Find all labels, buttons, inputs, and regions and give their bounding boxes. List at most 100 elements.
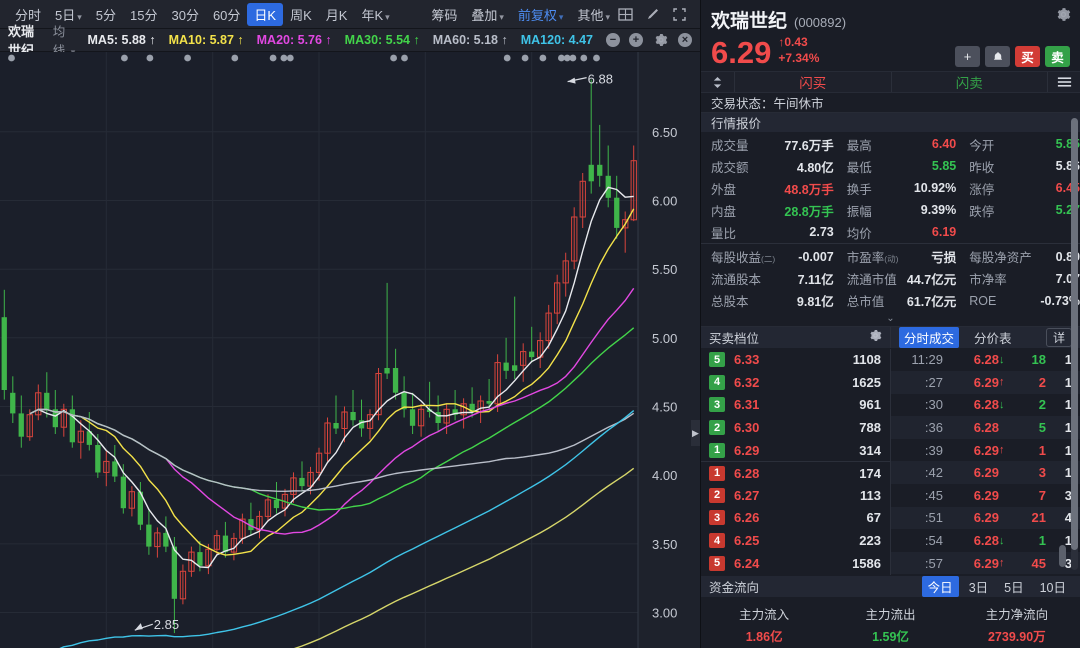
flash-sell-button[interactable]: 闪卖 (892, 72, 1048, 92)
quote-label: 均价 (846, 226, 872, 241)
orderbook-gear-icon[interactable] (869, 329, 882, 345)
quote-label: 昨收 (969, 160, 995, 175)
tick-row[interactable]: :42 6.29 3 1 (891, 461, 1080, 485)
orderbook-row[interactable]: 1 6.29 314 (701, 439, 890, 462)
svg-text:6.88: 6.88 (588, 72, 613, 87)
quote-label-sub: (二) (761, 254, 776, 264)
period-tab-7[interactable]: 周K (290, 7, 312, 23)
orderbook-title: 买卖档位 (709, 331, 760, 346)
change-value: 0.43 (784, 35, 808, 49)
period-tab-0[interactable]: 分时 (15, 7, 42, 23)
chart-option-2[interactable]: 前复权 ▾ (517, 7, 564, 23)
zoom-in-icon[interactable]: + (629, 33, 643, 47)
tick-row[interactable]: :36 6.28 5 1 (891, 416, 1080, 439)
panel-scrollbar[interactable] (1071, 118, 1078, 570)
tick-time: 11:29 (911, 352, 943, 368)
quote-label: 每股净资产 (956, 243, 1038, 268)
detail-button[interactable]: 详 (1045, 327, 1072, 347)
period-tab-3[interactable]: 15分 (130, 7, 158, 23)
orderbook-row[interactable]: 4 6.25 223 (701, 529, 890, 552)
period-tab-6[interactable]: 日K (247, 2, 284, 26)
orderbook-row[interactable]: 5 6.24 1586 (701, 552, 890, 575)
period-tab-5[interactable]: 60分 (212, 7, 241, 23)
tick-scrollbar[interactable] (1059, 545, 1066, 567)
orderbook-row[interactable]: 2 6.30 788 (701, 416, 890, 439)
candlestick-chart[interactable]: 6.50 6.00 5.50 5.00 4.50 4.00 3.50 3.00 6.88 2.85 (0, 52, 700, 648)
hamburger-menu-icon[interactable] (1048, 72, 1080, 92)
bell-icon[interactable] (985, 46, 1010, 68)
chevron-down-icon: ▾ (558, 11, 564, 22)
change-percent: +7.34% (778, 51, 820, 66)
close-icon[interactable]: × (678, 33, 692, 47)
tick-count: 3 (1064, 555, 1072, 571)
orderbook-row[interactable]: 5 6.33 1108 (701, 349, 890, 372)
orderbook-row[interactable]: 3 6.31 961 (701, 394, 890, 417)
quote-value: 77.6万手 (784, 138, 834, 153)
tick-volume: 7 (1038, 487, 1046, 503)
period-tab-2[interactable]: 5分 (95, 7, 117, 23)
settings-gear-icon[interactable] (1056, 7, 1071, 27)
period-tab-8[interactable]: 月K (325, 7, 348, 23)
orderbook-row[interactable]: 2 6.27 113 (701, 484, 890, 507)
sell-button[interactable]: 卖 (1045, 46, 1070, 68)
tab-tick-trades[interactable]: 分时成交 (899, 326, 960, 348)
buy-button[interactable]: 买 (1015, 46, 1040, 68)
tick-price: 6.29 (973, 555, 999, 571)
tick-row[interactable]: :27 6.29 ↑ 2 1 (891, 371, 1080, 394)
capital-flow-tabs: 今日 3日 5日 10日 (921, 575, 1072, 597)
tick-row[interactable]: :39 6.29 ↑ 1 1 (891, 439, 1080, 462)
level-volume: 223 (859, 533, 881, 549)
tick-row[interactable]: :45 6.29 7 3 (891, 484, 1080, 507)
panel-collapse-handle[interactable]: ▶ (691, 420, 700, 446)
level-volume: 788 (859, 420, 881, 436)
tick-price: 6.29 (973, 510, 999, 526)
chart-option-1[interactable]: 叠加 ▾ (471, 7, 504, 23)
chart-option-0[interactable]: 筹码 (431, 7, 458, 23)
expand-quote-icon[interactable]: ⌄ (701, 312, 1080, 327)
quote-label: 总市值 (846, 295, 885, 309)
period-tab-9[interactable]: 年K ▾ (361, 7, 390, 23)
orderbook-row[interactable]: 3 6.26 67 (701, 507, 890, 530)
chart-tool-icons (617, 6, 692, 23)
tab-price-table[interactable]: 分价表 (974, 331, 1012, 346)
orderbook-row[interactable]: 1 6.28 174 (701, 461, 890, 484)
capital-flow-tab-2[interactable]: 5日 (1004, 580, 1024, 595)
gear-icon[interactable] (652, 32, 669, 49)
capital-flow-tab-3[interactable]: 10日 (1039, 580, 1066, 595)
tick-row[interactable]: :57 6.29 ↑ 45 3 (891, 551, 1080, 575)
fullscreen-icon[interactable] (671, 6, 688, 23)
quote-label: 每股收益(二) (701, 243, 781, 268)
tick-volume: 2 (1038, 397, 1046, 413)
chart-option-3[interactable]: 其他 ▾ (577, 7, 610, 23)
plus-icon[interactable]: + (955, 46, 980, 68)
zoom-out-icon[interactable]: − (606, 33, 620, 47)
tick-row[interactable]: :30 6.28 ↓ 2 1 (891, 394, 1080, 417)
tick-volume: 45 (1031, 555, 1046, 571)
orderbook-row[interactable]: 4 6.32 1625 (701, 371, 890, 394)
capital-flow-tab-0[interactable]: 今日 (921, 575, 959, 597)
tick-volume: 5 (1038, 420, 1046, 436)
quote-panel: 欢瑞世纪 (000892) 6.29 ↑0.43 +7.34% + 买 卖 (700, 0, 1080, 648)
level-price: 6.27 (734, 487, 760, 503)
expand-toggle-icon[interactable] (701, 72, 735, 92)
level-badge: 3 (709, 397, 725, 413)
tick-time: :30 (924, 397, 943, 413)
tick-row[interactable]: :54 6.28 ↓ 1 1 (891, 529, 1080, 552)
tick-row[interactable]: :51 6.29 21 4 (891, 506, 1080, 530)
level-price: 6.30 (734, 420, 760, 436)
flash-buy-button[interactable]: 闪买 (735, 72, 892, 92)
tick-row[interactable]: 11:29 6.28 ↓ 18 1 (891, 349, 1080, 372)
capital-flow-tab-1[interactable]: 3日 (968, 580, 989, 595)
tick-count: 1 (1064, 533, 1072, 549)
period-tab-1[interactable]: 5日 ▾ (55, 7, 82, 23)
tick-count: 1 (1064, 420, 1072, 436)
quote-value: 6.19 (931, 225, 957, 239)
grid-icon[interactable] (617, 6, 634, 23)
ma-value-2: MA20: 5.76 ↑ (256, 33, 332, 47)
brush-icon[interactable] (644, 6, 661, 23)
quote-label (956, 221, 1037, 244)
period-tab-4[interactable]: 30分 (171, 7, 199, 23)
tick-count: 3 (1064, 487, 1072, 503)
trading-status: 交易状态：午间休市 (701, 93, 1080, 113)
quote-table: 成交量 77.6万手 最高 6.40 今开 5.85 成交额 4.80亿 最低 5.85 昨收 5.8… (701, 133, 1080, 312)
